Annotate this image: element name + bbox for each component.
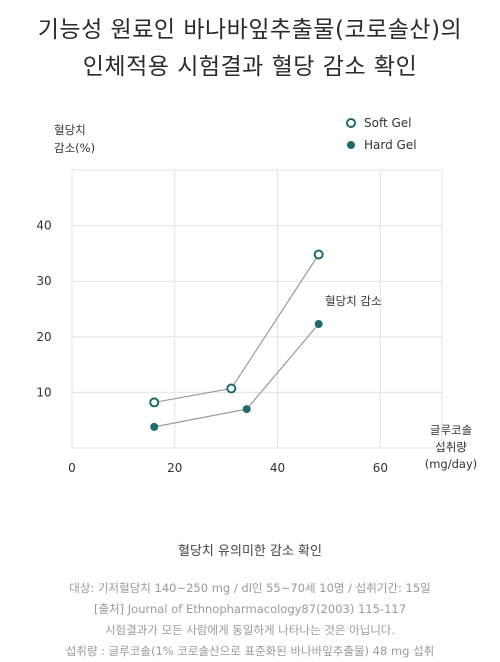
x-tick-label: 60: [373, 461, 388, 475]
data-point-soft-gel: [313, 249, 324, 260]
title-line-1: 기능성 원료인 바나바잎추출물(코로솔산)의: [37, 17, 463, 43]
x-axis-label-line-2: 섭취량: [435, 440, 467, 454]
footnote-source: [출처] Journal of Ethnopharmacology87(2003…: [93, 602, 407, 616]
legend-marker-soft-gel: [346, 118, 356, 128]
x-tick-label: 20: [167, 461, 182, 475]
annotation-blood-sugar-reduction: 혈당치 감소: [325, 294, 382, 308]
y-axis-label-line-1: 혈당치: [54, 123, 86, 137]
x-axis-label-line-1: 글루코솔: [430, 423, 472, 437]
x-tick-label: 0: [68, 461, 76, 475]
y-tick-label: 20: [36, 330, 51, 344]
data-point-soft-gel: [149, 397, 160, 408]
chart: 혈당치 감소(%) Soft Gel Hard Gel 글루코솔 섭취량 (mg…: [36, 116, 478, 475]
series-line-hard-gel: [154, 323, 320, 428]
legend-label-hard-gel: Hard Gel: [364, 138, 417, 152]
y-tick-label: 40: [36, 219, 51, 233]
title-line-2: 인체적용 시험결과 혈당 감소 확인: [82, 54, 418, 80]
data-point-hard-gel: [242, 405, 251, 414]
data-point-soft-gel: [226, 383, 237, 394]
chart-caption: 혈당치 유의미한 감소 확인: [178, 544, 322, 559]
x-axis-label-line-3: (mg/day): [425, 457, 478, 471]
footnote-dosage: 섭취량 : 글루코솔(1% 코로솔산으로 표준화된 바나바잎추출물) 48 mg…: [65, 644, 435, 658]
legend-label-soft-gel: Soft Gel: [364, 116, 412, 130]
plot-frame: [71, 169, 443, 449]
footnote-disclaimer: 시험결과가 모든 사람에게 동일하게 나타나는 것은 아닙니다.: [104, 623, 396, 637]
data-point-hard-gel: [150, 422, 159, 431]
footnote-subjects: 대상: 기저혈당치 140~250 mg / dl인 55~70세 10명 / …: [69, 581, 431, 595]
data-point-hard-gel: [314, 320, 323, 329]
y-tick-label: 10: [36, 385, 51, 399]
x-tick-label: 40: [270, 461, 285, 475]
series-line-soft-gel: [154, 254, 320, 403]
y-axis-label-line-2: 감소(%): [54, 141, 95, 155]
y-tick-label: 30: [36, 274, 51, 288]
legend-marker-hard-gel: [347, 141, 355, 149]
